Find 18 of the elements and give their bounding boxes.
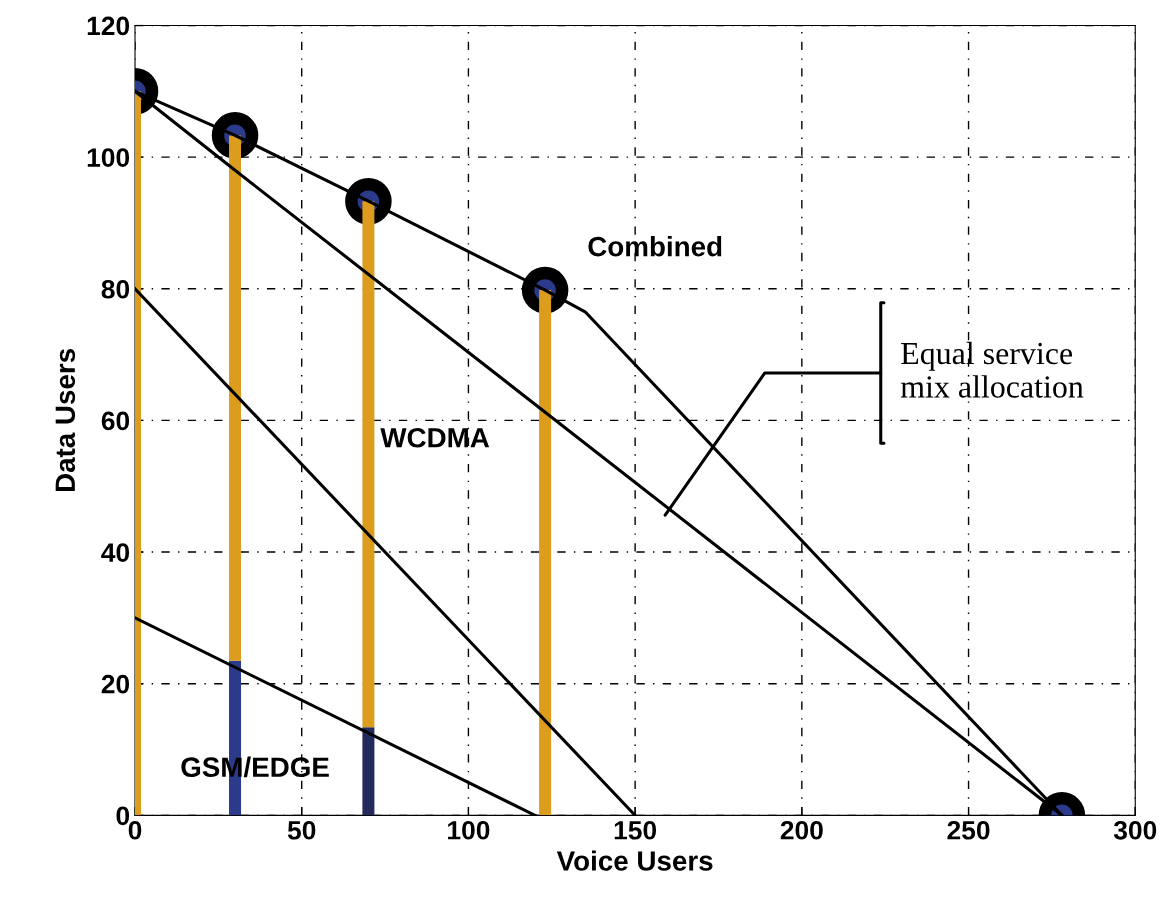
annotation: Equal service mix allocation bbox=[900, 341, 1084, 398]
x-tick-label: 200 bbox=[780, 820, 823, 840]
y-tick-label: 80 bbox=[101, 279, 130, 299]
y-tick-label: 20 bbox=[101, 674, 130, 694]
y-tick-label: 60 bbox=[101, 411, 130, 431]
annotation: WCDMA bbox=[380, 427, 490, 448]
y-tick-label: 120 bbox=[87, 16, 130, 36]
x-tick-label: 150 bbox=[614, 820, 657, 840]
x-tick-label: 300 bbox=[1113, 820, 1157, 840]
x-axis-title: Voice Users bbox=[556, 850, 713, 871]
x-tick-label: 50 bbox=[287, 820, 316, 840]
y-axis-title: Data Users bbox=[55, 348, 76, 492]
y-tick-label: 40 bbox=[101, 543, 130, 562]
x-tick-label: 250 bbox=[947, 820, 990, 840]
annotation: Combined bbox=[588, 236, 722, 257]
y-tick-label: 100 bbox=[87, 148, 130, 167]
x-tick-label: 100 bbox=[448, 820, 490, 840]
y-tick-label: 0 bbox=[116, 806, 130, 826]
